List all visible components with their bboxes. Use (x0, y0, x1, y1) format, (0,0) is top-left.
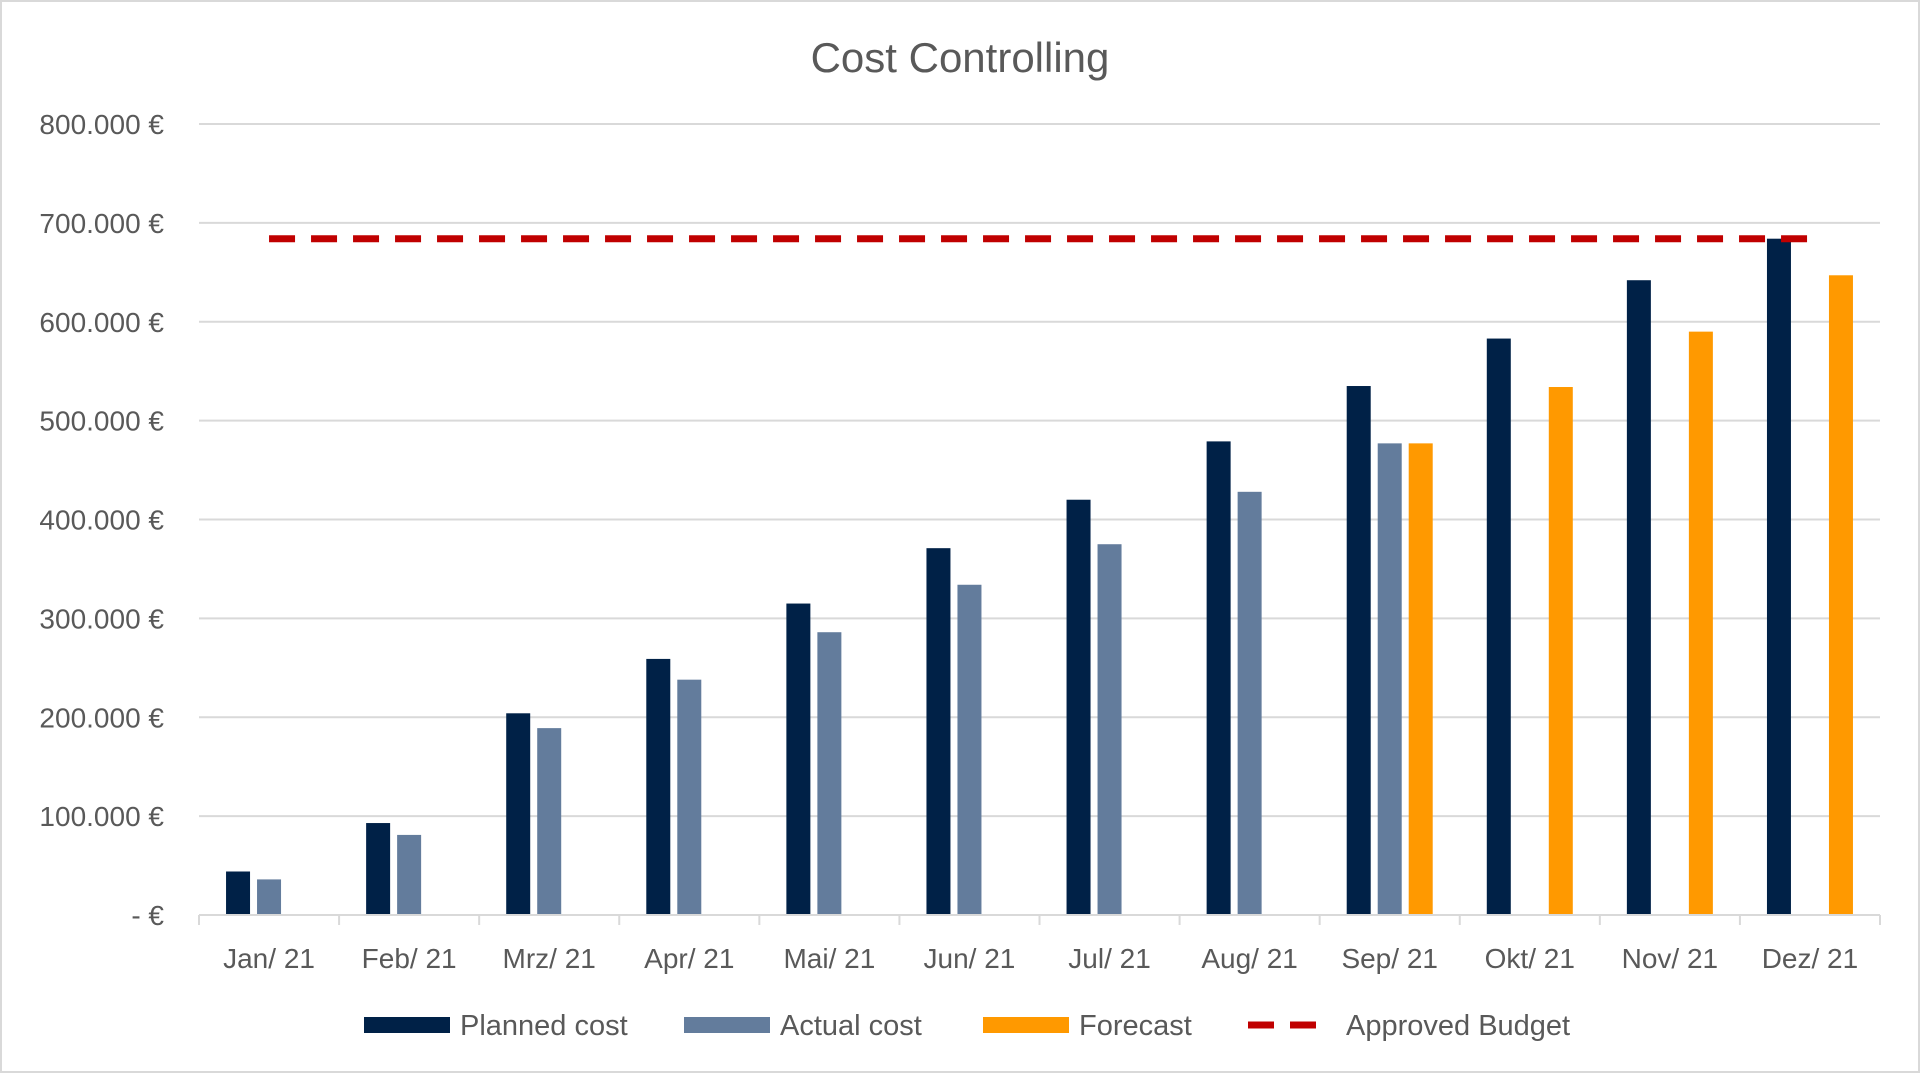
x-tick-label: Okt/ 21 (1485, 943, 1575, 974)
planned-cost-bar (1626, 280, 1651, 915)
y-tick-label: 600.000 € (39, 307, 164, 338)
actual-cost-bar (257, 879, 282, 915)
planned-cost-bar (646, 658, 671, 915)
planned-cost-bar (226, 871, 251, 915)
actual-cost-bar (1097, 544, 1122, 915)
legend-label-forecast: Forecast (1079, 1010, 1192, 1042)
forecast-bar (1408, 443, 1433, 915)
y-tick-label: - € (131, 900, 164, 931)
planned-cost-bar (506, 713, 531, 915)
legend-swatch-actual-cost (684, 1017, 770, 1033)
legend-label-approved-budget: Approved Budget (1346, 1010, 1570, 1042)
y-tick-label: 400.000 € (39, 505, 164, 536)
planned-cost-bar (926, 548, 951, 915)
planned-cost-bar (1066, 499, 1091, 915)
y-tick-label: 200.000 € (39, 702, 164, 733)
forecast-bar (1828, 275, 1853, 915)
planned-cost-bar (1206, 441, 1231, 915)
y-tick-label: 800.000 € (39, 109, 164, 140)
forecast-bar (1548, 387, 1573, 915)
forecast-bar (1688, 331, 1713, 915)
actual-cost-bar (1237, 491, 1262, 915)
chart-title: Cost Controlling (811, 34, 1110, 81)
bars (226, 238, 1853, 916)
actual-cost-bar (957, 584, 982, 915)
y-axis-ticks: - € 100.000 € 200.000 € 300.000 € 400.000 € 5… (39, 109, 164, 931)
y-tick-label: 700.000 € (39, 208, 164, 239)
x-tick-label: Jan/ 21 (223, 943, 315, 974)
planned-cost-bar (1486, 338, 1511, 916)
planned-cost-bar (786, 603, 811, 915)
planned-cost-bar (1346, 386, 1371, 915)
legend-swatch-planned-cost (364, 1017, 450, 1033)
legend-label-planned-cost: Planned cost (460, 1010, 628, 1042)
x-tick-label: Aug/ 21 (1201, 943, 1298, 974)
actual-cost-bar (1377, 443, 1402, 915)
actual-cost-bar (537, 728, 562, 915)
y-tick-label: 300.000 € (39, 603, 164, 634)
x-tick-label: Jul/ 21 (1068, 943, 1151, 974)
legend: Planned cost Actual cost Forecast Approved … (364, 1010, 1570, 1042)
x-axis (198, 914, 1881, 925)
legend-label-actual-cost: Actual cost (780, 1010, 922, 1042)
actual-cost-bar (817, 632, 842, 915)
x-axis-ticks: Jan/ 21 Feb/ 21 Mrz/ 21 Apr/ 21 Mai/ 21 Jun/ … (223, 943, 1858, 974)
x-tick-label: Dez/ 21 (1762, 943, 1859, 974)
x-tick-label: Mai/ 21 (783, 943, 875, 974)
x-tick-label: Sep/ 21 (1341, 943, 1438, 974)
x-tick-label: Feb/ 21 (362, 943, 457, 974)
legend-swatch-forecast (983, 1017, 1069, 1033)
gridlines (199, 123, 1880, 818)
x-tick-label: Mrz/ 21 (503, 943, 596, 974)
actual-cost-bar (677, 679, 702, 915)
x-tick-label: Nov/ 21 (1622, 943, 1719, 974)
x-tick-label: Apr/ 21 (644, 943, 734, 974)
planned-cost-bar (366, 823, 391, 915)
planned-cost-bar (1766, 238, 1791, 915)
y-tick-label: 100.000 € (39, 801, 164, 832)
x-tick-label: Jun/ 21 (924, 943, 1016, 974)
y-tick-label: 500.000 € (39, 406, 164, 437)
actual-cost-bar (397, 834, 422, 915)
